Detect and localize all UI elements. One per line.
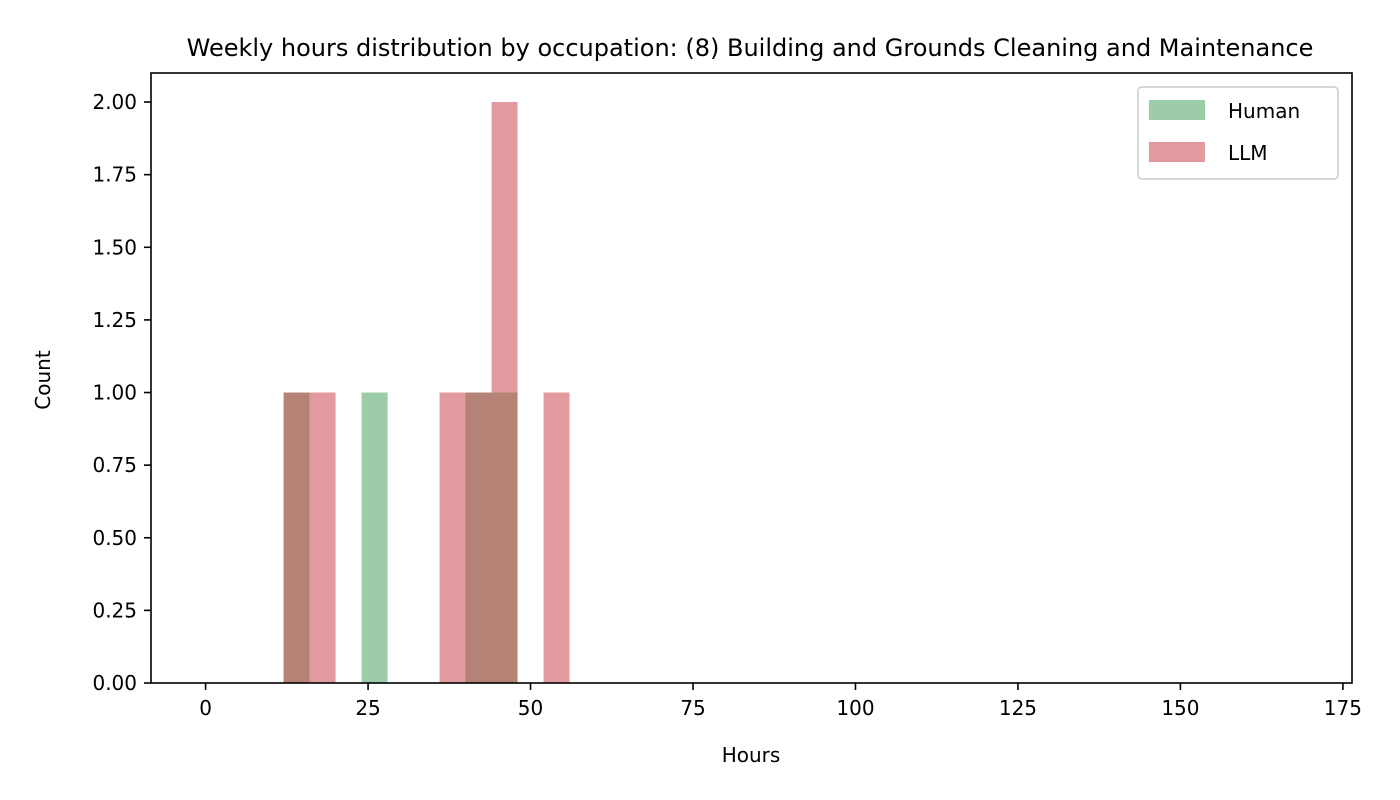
y-tick-label: 1.25 bbox=[92, 308, 137, 332]
x-tick-label: 100 bbox=[836, 696, 874, 720]
plot-frame bbox=[150, 72, 1353, 684]
legend-label-llm: LLM bbox=[1228, 141, 1268, 165]
x-tick-label: 175 bbox=[1324, 696, 1362, 720]
y-tick-label: 1.00 bbox=[92, 381, 137, 405]
x-axis-label: Hours bbox=[722, 743, 781, 767]
x-axis: 0 25 50 75 100 125 150 175 bbox=[199, 683, 1362, 720]
y-axis-label: Count bbox=[31, 350, 55, 410]
bar-llm-0 bbox=[283, 392, 310, 683]
y-tick-label: 0.25 bbox=[92, 598, 137, 622]
y-tick-label: 0.75 bbox=[92, 453, 137, 477]
chart-title: Weekly hours distribution by occupation:… bbox=[187, 34, 1314, 62]
bar-llm-2 bbox=[439, 392, 466, 683]
bar-llm-4 bbox=[491, 102, 518, 684]
x-tick-label: 150 bbox=[1161, 696, 1199, 720]
x-tick-label: 50 bbox=[518, 696, 543, 720]
bar-llm-1 bbox=[309, 392, 336, 683]
legend: Human LLM bbox=[1137, 86, 1339, 180]
x-tick-label: 125 bbox=[999, 696, 1037, 720]
bar-llm-5 bbox=[543, 392, 570, 683]
bar-llm-3 bbox=[465, 392, 492, 683]
y-tick-label: 1.75 bbox=[92, 163, 137, 187]
legend-label-human: Human bbox=[1228, 99, 1300, 123]
legend-swatch-human bbox=[1149, 100, 1205, 120]
x-tick-label: 75 bbox=[680, 696, 705, 720]
y-tick-label: 1.50 bbox=[92, 235, 137, 259]
bars-layer bbox=[283, 102, 570, 684]
bar-human-1 bbox=[361, 392, 388, 683]
legend-swatch-llm bbox=[1149, 142, 1205, 162]
x-tick-label: 25 bbox=[355, 696, 380, 720]
y-tick-label: 0.00 bbox=[92, 671, 137, 695]
y-tick-label: 0.50 bbox=[92, 526, 137, 550]
y-axis: 0.00 0.25 0.50 0.75 1.00 1.25 1.50 1.75 2.00 bbox=[92, 90, 151, 695]
x-tick-label: 0 bbox=[199, 696, 212, 720]
y-tick-label: 2.00 bbox=[92, 90, 137, 114]
